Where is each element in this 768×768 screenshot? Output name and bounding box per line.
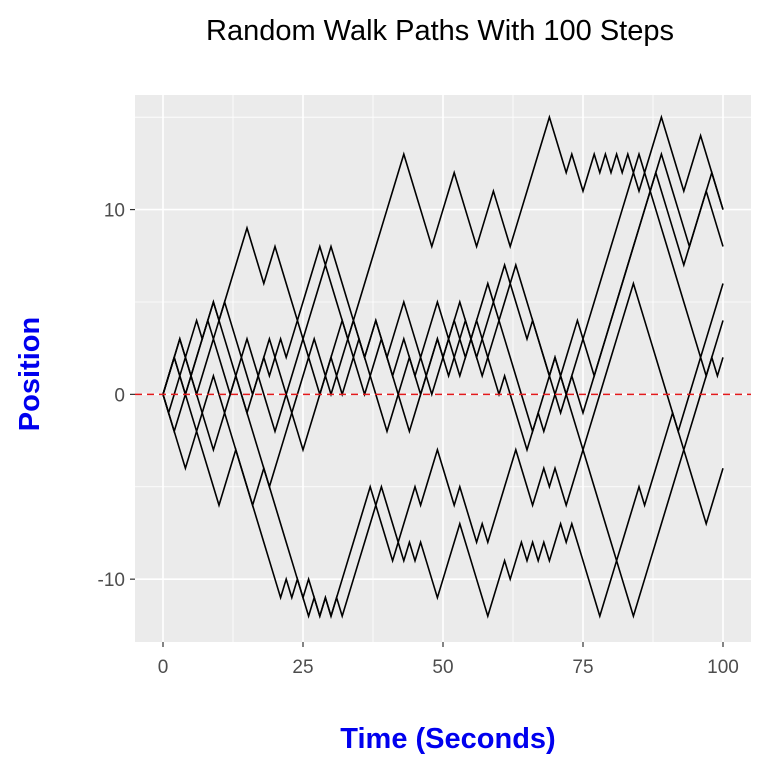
x-tick-label: 100 — [707, 657, 739, 678]
walk-path-7 — [162, 151, 724, 435]
y-tick-label: 0 — [114, 385, 125, 406]
walk-path-2 — [162, 280, 724, 619]
x-tick-label: 50 — [432, 657, 453, 678]
chart-title: Random Walk Paths With 100 Steps — [206, 15, 674, 47]
series-layer — [162, 114, 724, 619]
walk-path-4 — [162, 114, 724, 509]
y-tick-label: 10 — [104, 201, 125, 222]
x-tick-label: 75 — [572, 657, 593, 678]
walk-path-3 — [162, 373, 724, 619]
x-axis-ticks: 0 25 50 75 100 — [158, 642, 739, 678]
y-axis-title: Position — [14, 317, 46, 431]
y-axis-ticks: -10 0 10 — [98, 201, 135, 591]
x-axis-title: Time (Seconds) — [340, 723, 555, 755]
x-tick-label: 25 — [292, 657, 313, 678]
y-tick-label: -10 — [98, 570, 125, 591]
x-tick-label: 0 — [158, 657, 169, 678]
